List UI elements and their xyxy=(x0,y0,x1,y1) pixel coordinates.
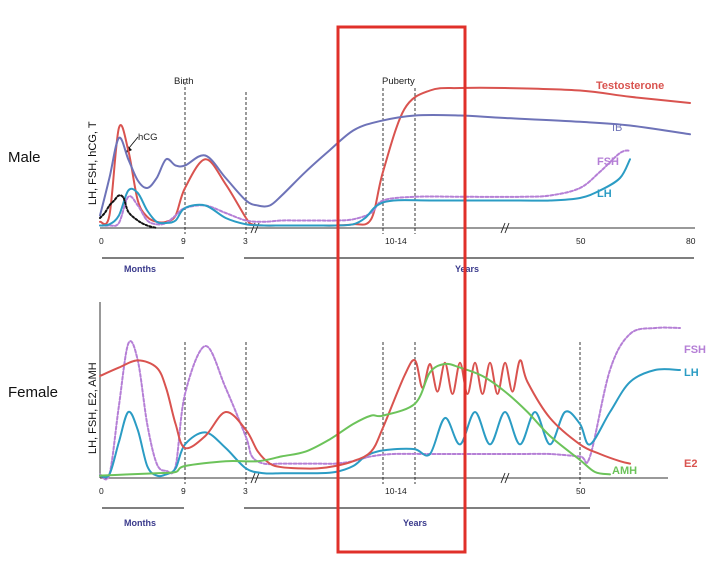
male-axis-break-right xyxy=(500,222,510,234)
male-tick-0: 0 xyxy=(99,236,104,246)
legend-male-fsh: FSH xyxy=(597,156,619,168)
male-series-curves xyxy=(99,86,691,229)
male-lh-line xyxy=(99,158,631,227)
male-hcg-line xyxy=(99,194,158,229)
female-panel: Female LH, FSH, E2, AMH 0 9 3 10-14 50 M… xyxy=(8,302,706,528)
male-hcg-pointer xyxy=(128,136,139,149)
legend-e2: E2 xyxy=(684,458,697,470)
male-row-label: Male xyxy=(8,149,41,166)
legend-male-lh: LH xyxy=(597,188,612,200)
male-birth-label: Birth xyxy=(174,76,194,87)
female-months-label: Months xyxy=(124,518,156,528)
male-months-label: Months xyxy=(124,264,156,274)
female-amh-line xyxy=(99,362,611,477)
legend-amh: AMH xyxy=(612,465,637,477)
legend-female-fsh: FSH xyxy=(684,344,706,356)
male-hcg-label: hCG xyxy=(138,132,158,143)
female-axis-break-left xyxy=(250,472,260,484)
male-fsh-line xyxy=(99,149,631,227)
female-y-axis-label: LH, FSH, E2, AMH xyxy=(87,362,99,454)
male-tick-9: 9 xyxy=(181,236,186,246)
female-tick-9: 9 xyxy=(181,486,186,496)
male-panel: Male LH, FSH, hCG, T Birth Puberty hCG 0… xyxy=(8,76,696,274)
male-y-axis-label: LH, FSH, hCG, T xyxy=(87,121,99,205)
puberty-highlight-box xyxy=(336,25,467,554)
female-years-label: Years xyxy=(403,518,427,528)
legend-female-lh: LH xyxy=(684,367,699,379)
female-tick-3: 3 xyxy=(243,486,248,496)
legend-testosterone: Testosterone xyxy=(596,80,664,92)
male-tick-3: 3 xyxy=(243,236,248,246)
female-row-label: Female xyxy=(8,384,58,401)
male-tick-50: 50 xyxy=(576,236,586,246)
male-tick-10-14: 10-14 xyxy=(385,236,407,246)
male-years-label: Years xyxy=(455,264,479,274)
female-fsh-line xyxy=(99,326,681,481)
female-tick-0: 0 xyxy=(99,486,104,496)
legend-ib: IB xyxy=(612,122,622,134)
female-tick-10-14: 10-14 xyxy=(385,486,407,496)
female-series-curves xyxy=(99,326,681,481)
male-puberty-label: Puberty xyxy=(382,76,415,87)
male-tick-80: 80 xyxy=(686,236,696,246)
female-e2-line xyxy=(99,359,631,470)
female-tick-50: 50 xyxy=(576,486,586,496)
male-ib-line xyxy=(99,113,691,217)
female-axis-break-right xyxy=(500,472,510,484)
